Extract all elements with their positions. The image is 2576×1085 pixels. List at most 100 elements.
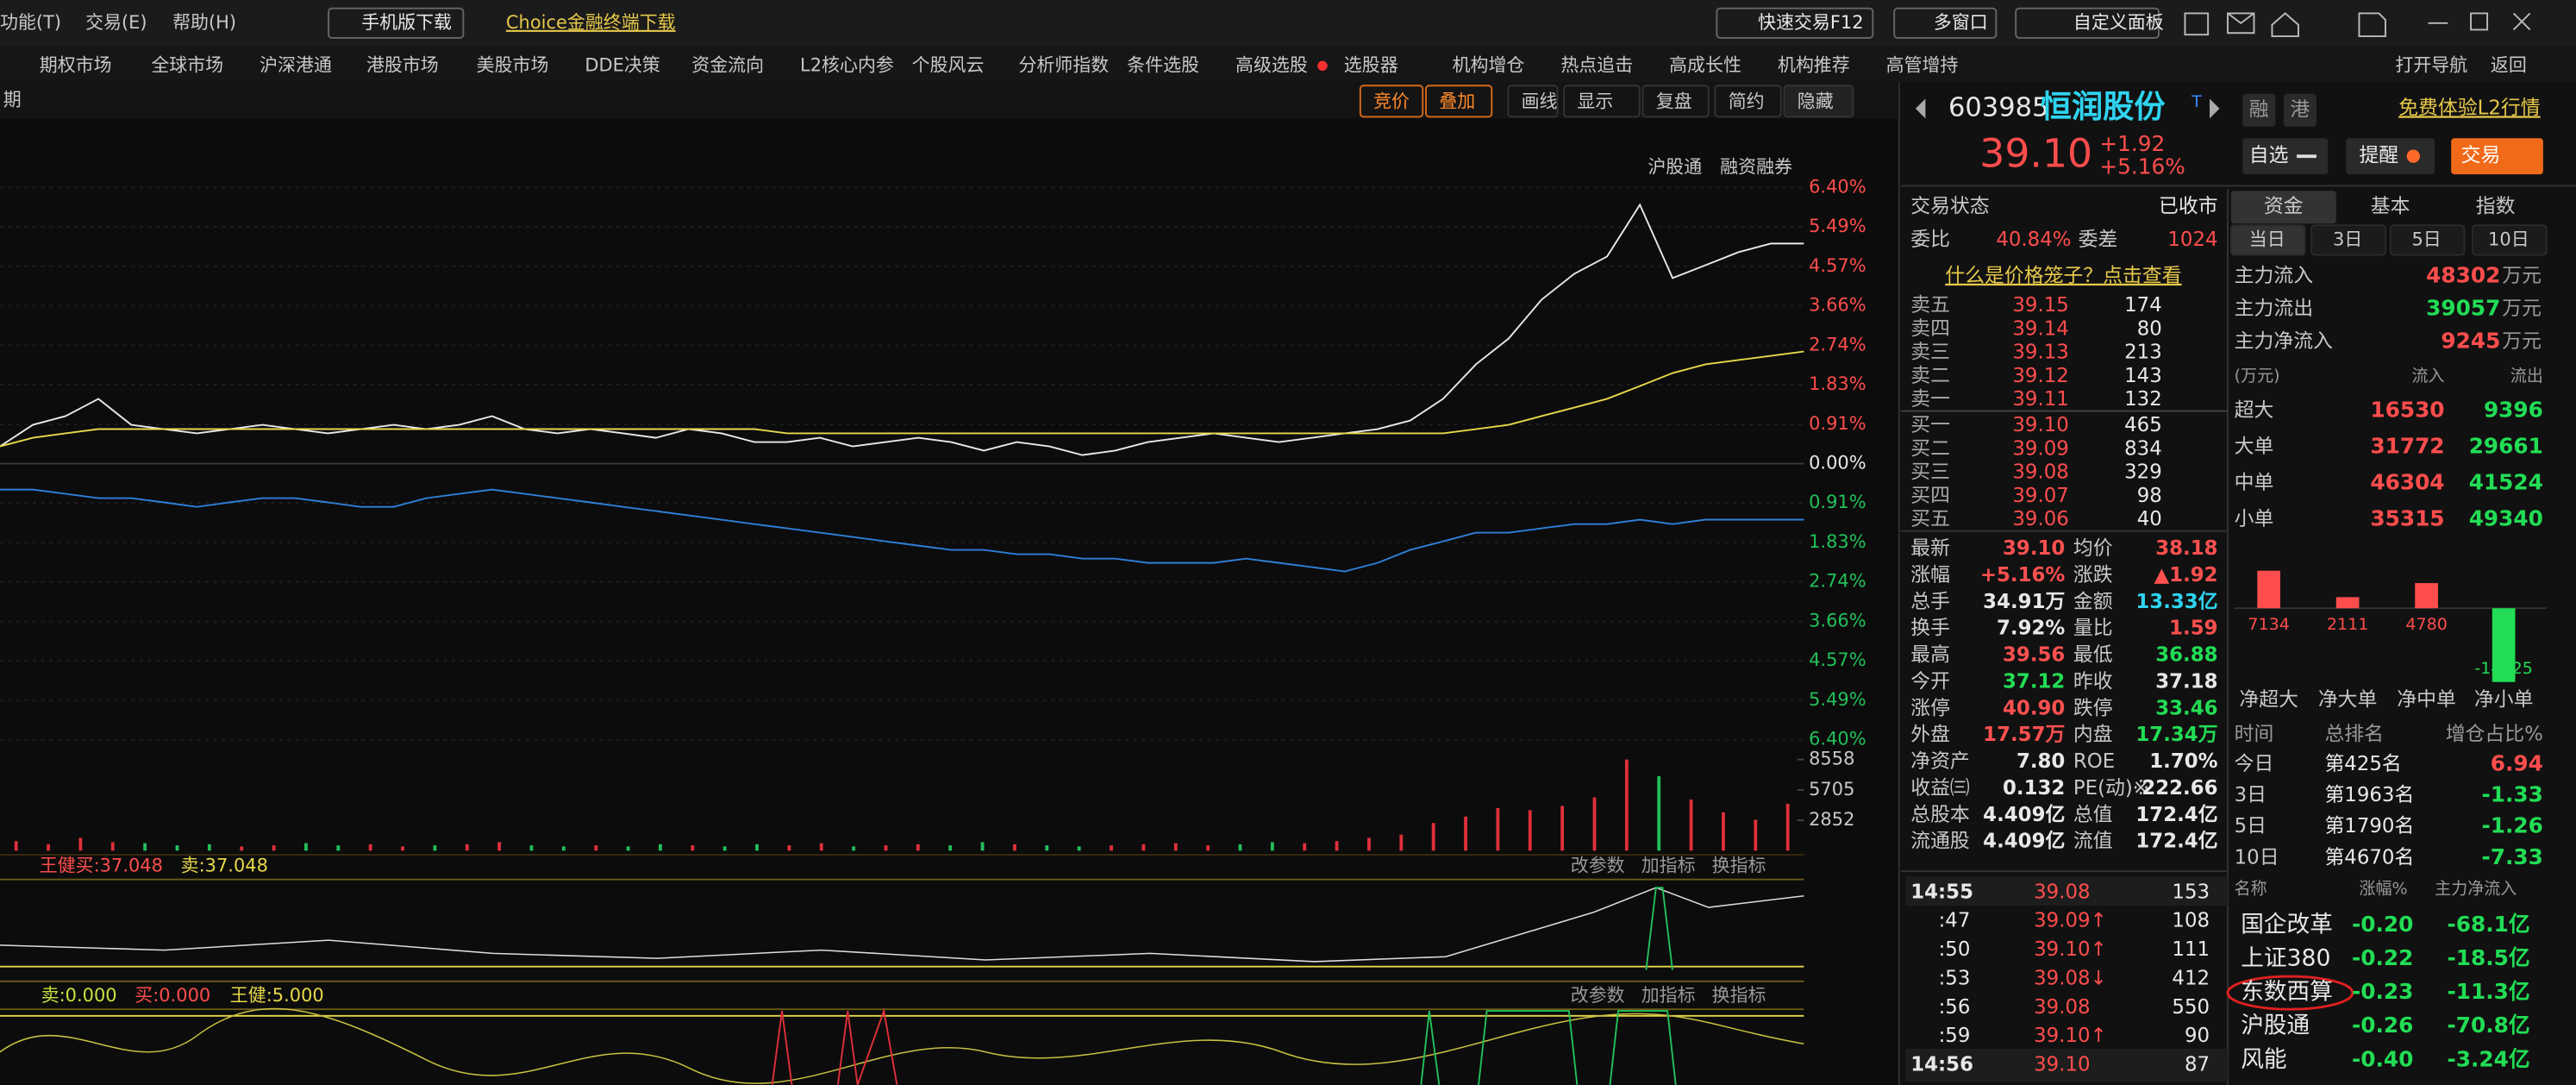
link[interactable]: 什么是价格笼子？点击查看: [1945, 265, 2181, 287]
tab[interactable]: 资金: [2264, 196, 2304, 218]
button[interactable]: [2451, 138, 2543, 175]
button[interactable]: [1893, 7, 1998, 39]
sector-name[interactable]: 上证380: [2241, 945, 2330, 972]
badge-label[interactable]: 港: [2290, 98, 2310, 121]
toolbar-button[interactable]: [1425, 85, 1493, 118]
tab-bg[interactable]: [2230, 191, 2336, 224]
button-label[interactable]: 快速交易F12: [1758, 12, 1864, 33]
toolbar-label[interactable]: 隐藏: [1798, 91, 1834, 111]
toolbar-button[interactable]: [1714, 85, 1782, 118]
link[interactable]: Choice金融终端下载: [506, 12, 676, 33]
button[interactable]: [2242, 138, 2329, 175]
window-icons[interactable]: [2184, 12, 2531, 38]
button-label[interactable]: 自选: [2249, 145, 2289, 167]
nav-item[interactable]: 资金流向: [691, 54, 764, 75]
button[interactable]: [2346, 138, 2435, 175]
toolbar-button[interactable]: [1359, 85, 1424, 118]
sector-name[interactable]: 国企改革: [2241, 912, 2333, 938]
badge[interactable]: [2283, 93, 2317, 127]
volume-bar: [1592, 797, 1597, 851]
nav-item[interactable]: 高级选股: [1235, 54, 1308, 75]
indicator-button[interactable]: 改参数: [1571, 985, 1625, 1006]
nav-item[interactable]: 热点追击: [1560, 54, 1633, 75]
toolbar-button[interactable]: [1783, 85, 1854, 118]
menu-item[interactable]: 帮助(H): [172, 12, 236, 33]
button-label[interactable]: 多窗口: [1934, 12, 1988, 33]
toolbar-label[interactable]: 叠加: [1439, 91, 1475, 111]
button[interactable]: [1716, 7, 1874, 39]
indicator-button[interactable]: 换指标: [1712, 855, 1766, 875]
nav-item[interactable]: 个股风云: [912, 54, 985, 75]
chart-link[interactable]: 融资融券: [1720, 157, 1792, 178]
badge[interactable]: [2242, 93, 2276, 127]
sector-name[interactable]: 沪股通: [2241, 1013, 2310, 1039]
link[interactable]: 免费体验L2行情: [2398, 97, 2540, 119]
menu-item[interactable]: 交易(E): [85, 12, 147, 33]
tab-bg[interactable]: [2229, 224, 2306, 256]
button-label[interactable]: 提醒: [2359, 145, 2398, 167]
nav-item[interactable]: 期权市场: [40, 54, 112, 75]
nav-item[interactable]: 港股市场: [366, 54, 439, 75]
next-arrow[interactable]: [2210, 98, 2220, 119]
toolbar-label[interactable]: 复盘: [1656, 91, 1692, 111]
tab[interactable]: 基本: [2371, 196, 2410, 218]
nav-item[interactable]: 条件选股: [1127, 54, 1199, 75]
nav-item[interactable]: 沪深港通: [259, 54, 332, 75]
stat-label: 换手: [1910, 618, 1950, 640]
period-tab[interactable]: 当日: [2249, 229, 2285, 249]
menu-item[interactable]: 功能(T): [0, 12, 61, 33]
button[interactable]: [2015, 7, 2160, 39]
nav-item[interactable]: 美股市场: [477, 54, 549, 75]
sector-name[interactable]: 风能: [2241, 1046, 2286, 1073]
rank: 第1963名: [2324, 784, 2414, 806]
nav-item[interactable]: 全球市场: [151, 54, 223, 75]
button-label[interactable]: 交易: [2461, 145, 2501, 167]
badge-label[interactable]: 融: [2249, 98, 2269, 121]
icon: [2406, 149, 2420, 163]
volume-bar: [272, 845, 276, 851]
nav-bar: [0, 46, 2576, 83]
button-label[interactable]: 自定义面板: [2073, 12, 2164, 33]
chart-link[interactable]: 沪股通: [1648, 157, 1702, 178]
nav-item[interactable]: 分析师指数: [1018, 54, 1109, 75]
tab[interactable]: 指数: [2476, 196, 2516, 218]
toolbar-label[interactable]: 简约: [1729, 91, 1765, 111]
stat-label: 涨跌: [2073, 564, 2113, 586]
tab-bg[interactable]: [2471, 224, 2548, 256]
toolbar-button[interactable]: [1507, 85, 1559, 118]
prev-arrow[interactable]: [1915, 98, 1926, 119]
nav-item[interactable]: 返回: [2491, 54, 2527, 75]
unit: 万元: [2502, 265, 2542, 287]
button-label[interactable]: 手机版下载: [361, 12, 452, 33]
toolbar-label[interactable]: 显示: [1577, 91, 1613, 111]
tab-bg[interactable]: [2310, 224, 2386, 256]
indicator-button[interactable]: 换指标: [1712, 985, 1766, 1006]
nav-item[interactable]: 打开导航: [2395, 54, 2467, 75]
indicator-button[interactable]: 加指标: [1641, 985, 1696, 1006]
label: 涨幅%: [2359, 880, 2407, 899]
toolbar-label[interactable]: 画线: [1522, 91, 1558, 111]
sector-name[interactable]: 东数西算: [2241, 979, 2333, 1006]
nav-item[interactable]: L2核心内参: [800, 54, 894, 75]
tab-bg[interactable]: [2389, 224, 2466, 256]
red-dot: [1317, 60, 1328, 72]
toolbar-label[interactable]: 竞价: [1373, 91, 1410, 111]
nav-item[interactable]: 机构推荐: [1778, 54, 1850, 75]
toolbar-button[interactable]: [1641, 85, 1710, 118]
volume-bar: [110, 842, 115, 851]
indicator-button[interactable]: 改参数: [1571, 855, 1625, 875]
period-tab[interactable]: 10日: [2488, 229, 2529, 249]
stat-value: 17.34万: [2135, 724, 2217, 746]
toolbar-button[interactable]: [1563, 85, 1641, 118]
period-tab[interactable]: 5日: [2411, 229, 2441, 249]
period-tab[interactable]: 3日: [2333, 229, 2362, 249]
nav-item[interactable]: DDE决策: [585, 54, 660, 75]
nav-item[interactable]: 机构增仓: [1453, 54, 1525, 75]
indicator-button[interactable]: 加指标: [1641, 855, 1696, 875]
stat-value: 1.70%: [2149, 750, 2217, 773]
nav-item[interactable]: 高管增持: [1886, 54, 1959, 75]
period-selector[interactable]: 期: [3, 89, 22, 110]
nav-item[interactable]: 高成长性: [1669, 54, 1741, 75]
button[interactable]: [328, 7, 465, 39]
nav-item[interactable]: 选股器: [1344, 54, 1398, 75]
